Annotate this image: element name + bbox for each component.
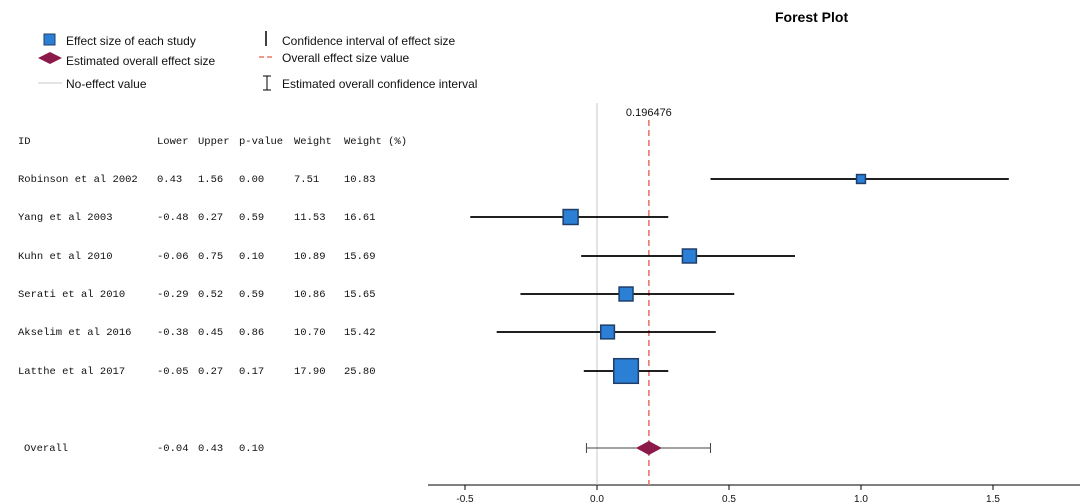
column-header-lower: Lower [157,136,189,148]
study-upper-value: 0.45 [198,327,224,339]
study-weight-pct: 25.80 [344,366,376,378]
study-id-label: Yang et al 2003 [18,212,113,224]
study-upper-value: 0.27 [198,366,224,378]
study-weight: 7.51 [294,174,320,186]
study-id-label: Serati et al 2010 [18,289,126,301]
study-id-label: Kuhn et al 2010 [18,251,113,263]
overall-lower-value: -0.04 [157,443,189,455]
column-header-id: ID [18,136,31,148]
study-pvalue: 0.59 [239,289,265,301]
chart-title: Forest Plot [775,9,849,25]
study-pvalue: 0.86 [239,327,265,339]
study-upper-value: 0.27 [198,212,224,224]
legend-label-overall: Estimated overall effect size [66,54,216,68]
legend-label-overallci: Estimated overall confidence interval [282,77,478,91]
study-id-label: Robinson et al 2002 [18,174,138,186]
study-pvalue: 0.59 [239,212,265,224]
study-lower-value: -0.48 [157,212,189,224]
study-weight-pct: 10.83 [344,174,376,186]
study-weight-pct: 15.42 [344,327,376,339]
study-weight: 17.90 [294,366,326,378]
study-effect-square [681,248,698,264]
overall-id-label: Overall [24,443,69,455]
study-weight: 10.86 [294,289,326,301]
column-header-pvalue: p-value [239,136,284,148]
study-effect-square [612,357,640,385]
study-weight: 11.53 [294,212,326,224]
study-weight-pct: 15.69 [344,251,376,263]
x-tick-label: 0.0 [590,494,604,504]
overall-effect-diamond [635,441,662,455]
overall-effect-label: 0.196476 [626,107,672,119]
legend-label-ci: Confidence interval of effect size [282,34,456,48]
study-lower-value: -0.38 [157,327,189,339]
study-effect-square [562,208,579,226]
legend-overall-swatch [38,52,62,64]
legend-label-overallline: Overall effect size value [282,51,410,65]
study-lower-value: -0.29 [157,289,189,301]
study-id-label: Latthe et al 2017 [18,366,126,378]
overall-pvalue: 0.10 [239,443,265,455]
study-id-label: Akselim et al 2016 [18,327,132,339]
overall-upper-value: 0.43 [198,443,224,455]
study-lower-value: -0.05 [157,366,189,378]
study-effect-square [599,324,616,340]
legend-label-noeffect: No-effect value [66,77,147,91]
study-lower-value: 0.43 [157,174,183,186]
column-header-weight-pct: Weight (%) [344,136,408,148]
legend-effect-swatch [43,33,56,46]
legend-overallci-swatch [263,75,271,91]
x-tick-label: 0.5 [722,494,736,504]
study-effect-square [618,286,634,302]
study-pvalue: 0.10 [239,251,265,263]
study-weight-pct: 16.61 [344,212,376,224]
x-tick-label: -0.5 [456,494,474,504]
study-pvalue: 0.00 [239,174,265,186]
x-tick-label: 1.0 [854,494,868,504]
study-weight-pct: 15.65 [344,289,376,301]
study-upper-value: 0.75 [198,251,224,263]
study-effect-square [855,173,867,185]
study-lower-value: -0.06 [157,251,189,263]
study-pvalue: 0.17 [239,366,265,378]
study-weight: 10.89 [294,251,326,263]
x-tick-label: 1.5 [986,494,1000,504]
study-weight: 10.70 [294,327,326,339]
study-upper-value: 0.52 [198,289,224,301]
column-header-weight: Weight [294,136,332,148]
column-header-upper: Upper [198,136,230,148]
study-upper-value: 1.56 [198,174,224,186]
legend-label-effect: Effect size of each study [66,34,196,48]
